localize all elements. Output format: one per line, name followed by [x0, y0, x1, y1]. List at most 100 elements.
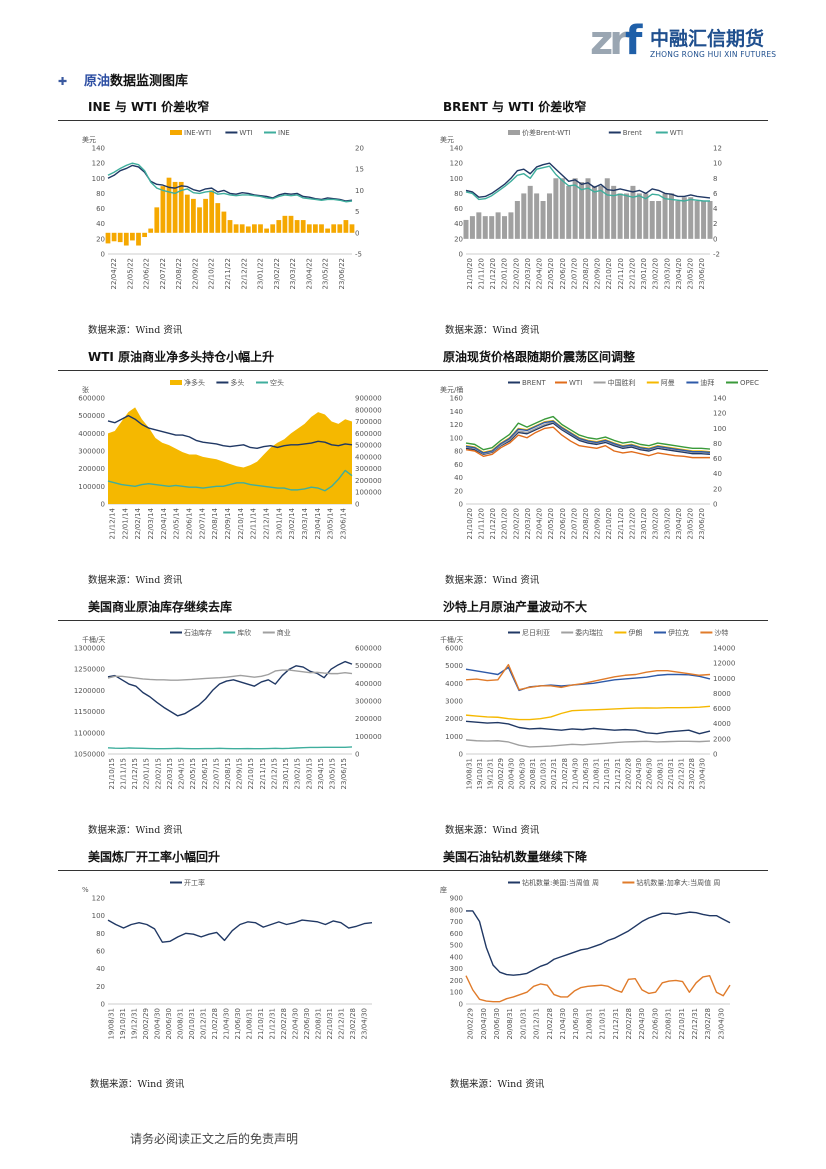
- x-tick-label: 23/06/20: [698, 258, 706, 289]
- bar: [521, 193, 527, 239]
- x-tick-label: 19/10/31: [476, 758, 484, 789]
- bar: [495, 212, 501, 239]
- x-tick-label: 22/03/20: [524, 508, 532, 539]
- y-tick-label: 600000: [78, 395, 105, 403]
- y-tick-label: 160: [450, 395, 463, 403]
- x-tick-label: 22/06/15: [201, 758, 209, 789]
- x-tick-label: 22/04/14: [160, 507, 168, 539]
- y-tick-label: 0: [459, 501, 463, 509]
- section-heading-accent: 原油: [84, 74, 111, 89]
- y-tick-label: 6000: [445, 645, 463, 653]
- y2-tick-label: 200000: [355, 477, 382, 485]
- y2-tick-label: 10: [713, 160, 722, 168]
- x-tick-label: 22/01/14: [121, 507, 129, 539]
- chart-wti-positions: 张 净多头 多头 空头 0 100000 200000 300000 400000 500000 6…: [78, 376, 382, 564]
- bar: [636, 193, 642, 239]
- x-tick-label: 22/06/20: [559, 258, 567, 289]
- x-tick-label: 22/01/15: [143, 758, 151, 789]
- y-tick-label: 600: [450, 930, 463, 938]
- x-tick-label: 20/06/30: [165, 1008, 173, 1039]
- bar: [233, 224, 239, 233]
- chart-title-3: WTI 原油商业净多头持仓小幅上升: [88, 350, 275, 364]
- bar: [239, 224, 245, 233]
- legend-entry: Brent: [623, 129, 642, 137]
- y2-tick-label: 300000: [355, 698, 382, 706]
- y2-tick-label: 900000: [355, 395, 382, 403]
- legend: 钻机数量:美国:当周值 周 钻机数量:加拿大:当周值 周: [508, 878, 720, 887]
- y2-tick-label: 140: [713, 395, 726, 403]
- x-tick-label: 22/11/22: [224, 258, 232, 289]
- disclaimer-footer: 请务必阅读正文之后的免责声明: [130, 1132, 299, 1146]
- legend-entry: 阿曼: [661, 378, 675, 387]
- legend-entry: 价差Brent-WTI: [522, 128, 571, 137]
- bar: [178, 181, 184, 233]
- legend: 价差Brent-WTI Brent WTI: [508, 128, 683, 137]
- x-tick-label: 22/10/31: [678, 1008, 686, 1039]
- source-note: 数据来源：Wind 资讯: [445, 825, 540, 836]
- y-tick-label: 100: [450, 989, 463, 997]
- source-note: 数据来源：Wind 资讯: [88, 325, 183, 336]
- y-tick-label: 400000: [78, 430, 105, 438]
- y-tick-label: 3000: [445, 698, 463, 706]
- source-note: 数据来源：Wind 资讯: [445, 325, 540, 336]
- company-logo: zrf 中融汇信期货 ZHONG RONG HUI XIN FUTURES: [590, 20, 780, 62]
- legend-entry: INE-WTI: [184, 129, 211, 137]
- x-tick-label: 22/11/20: [617, 258, 625, 289]
- line-series: [465, 422, 711, 456]
- x-tick-label: 23/03/20: [663, 508, 671, 539]
- line-series: [465, 663, 711, 691]
- divider: [58, 620, 768, 621]
- y2-tick-label: 0: [355, 751, 359, 759]
- x-tick-label: 22/03/20: [524, 258, 532, 289]
- x-tick-label: 22/01/20: [501, 258, 509, 289]
- bar: [294, 220, 300, 233]
- y2-tick-label: 6000: [713, 705, 731, 713]
- bar: [130, 232, 135, 241]
- y-tick-label: 120: [92, 895, 105, 903]
- legend-entry: 净多头: [184, 378, 205, 387]
- bar: [482, 216, 488, 239]
- legend-entry: 伊拉克: [668, 628, 689, 637]
- bar: [598, 185, 604, 239]
- x-tick-label: 23/04/20: [675, 508, 683, 539]
- x-tick-label: 23/05/15: [329, 758, 337, 789]
- x-tick-label: 22/02/20: [512, 508, 520, 539]
- y-tick-label: 5000: [445, 662, 463, 670]
- line-series: [465, 705, 711, 721]
- bar: [591, 185, 597, 239]
- x-tick-label: 23/03/22: [289, 258, 297, 289]
- x-tick-label: 23/01/20: [640, 508, 648, 539]
- y2-tick-label: 14000: [713, 645, 735, 653]
- bar: [197, 207, 202, 233]
- x-tick-label: 22/04/20: [536, 508, 544, 539]
- x-tick-label: 22/12/20: [628, 508, 636, 539]
- y-tick-label: 500: [450, 942, 463, 950]
- line-series: [466, 910, 731, 976]
- y2-tick-label: 0: [713, 235, 717, 243]
- x-tick-label: 21/12/31: [612, 1008, 620, 1039]
- bar: [579, 182, 585, 239]
- y2-tick-label: -5: [355, 251, 362, 259]
- bar: [252, 224, 257, 233]
- bar: [160, 186, 166, 233]
- legend-swatch: [170, 130, 182, 135]
- y-tick-label: 100: [450, 175, 463, 183]
- source-note: 数据来源：Wind 资讯: [450, 1079, 545, 1090]
- bar: [111, 232, 117, 242]
- y2-tick-label: 100: [713, 425, 726, 433]
- x-tick-label: 19/12/31: [487, 758, 495, 789]
- x-tick-label: 21/11/15: [119, 758, 127, 789]
- y2-tick-label: 6: [713, 190, 718, 198]
- x-tick-label: 22/02/28: [280, 1008, 288, 1039]
- y-tick-label: 0: [459, 1001, 463, 1009]
- bar: [617, 193, 623, 239]
- line-series: [465, 426, 710, 459]
- x-tick-label: 22/09/15: [236, 758, 244, 789]
- bar: [166, 177, 172, 233]
- legend: 开工率: [170, 878, 205, 887]
- bar: [559, 178, 565, 239]
- y2-tick-label: 500000: [355, 662, 382, 670]
- bar: [313, 224, 318, 233]
- divider: [58, 120, 768, 121]
- y2-tick-label: 600000: [355, 430, 382, 438]
